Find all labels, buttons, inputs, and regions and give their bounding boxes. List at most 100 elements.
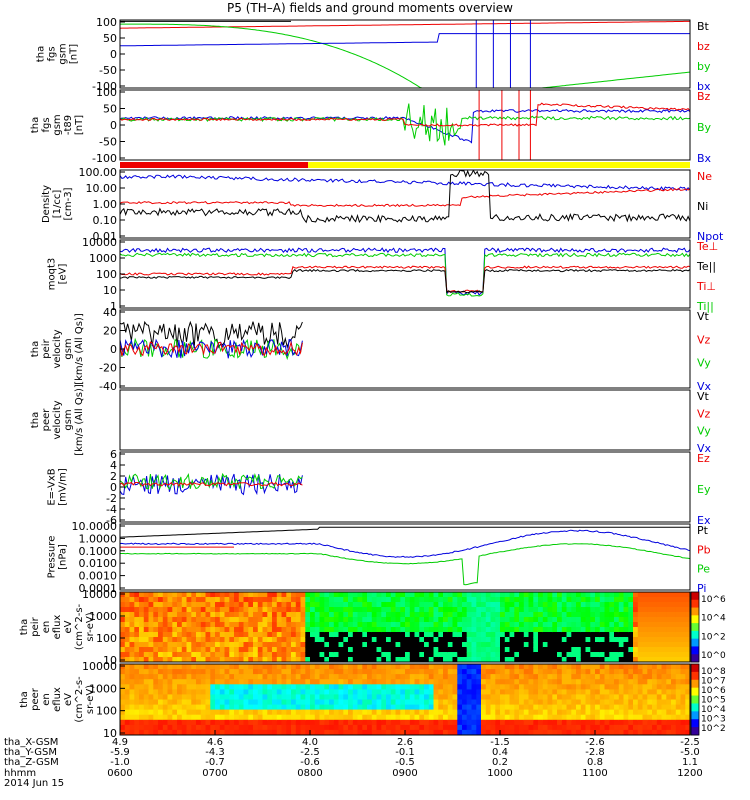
- spectrogram-cell: [666, 724, 672, 731]
- spectrogram-cell: [362, 622, 368, 628]
- spectrogram-cell: [443, 664, 449, 670]
- spectrogram-cell: [500, 607, 506, 613]
- spectrogram-cell: [571, 719, 577, 726]
- spectrogram-cell: [438, 632, 444, 638]
- spectrogram-cell: [519, 612, 525, 618]
- spectrogram-cell: [286, 694, 292, 701]
- spectrogram-cell: [595, 632, 601, 638]
- spectrogram-cell: [481, 612, 487, 618]
- spectrogram-cell: [542, 602, 549, 608]
- spectrogram-cell: [523, 602, 530, 608]
- spectrogram-cell: [500, 724, 506, 731]
- spectrogram-cell: [148, 632, 154, 638]
- spectrogram-cell: [666, 694, 672, 701]
- spectrogram-cell: [390, 597, 397, 603]
- spectrogram-cell: [310, 627, 316, 633]
- spectrogram-cell: [637, 632, 644, 638]
- spectrogram-cell: [647, 729, 653, 735]
- spectrogram-cell: [352, 592, 359, 598]
- spectrogram-cell: [172, 597, 178, 603]
- spectrogram-cell: [557, 664, 563, 670]
- spectrogram-cell: [571, 607, 577, 613]
- spectrogram-cell: [528, 657, 534, 662]
- spectrogram-cell: [514, 622, 520, 628]
- spectrogram-cell: [476, 689, 482, 696]
- spectrogram-cell: [433, 627, 439, 633]
- spectrogram-cell: [120, 642, 126, 648]
- spectrogram-cell: [675, 652, 682, 658]
- spectrogram-cell: [243, 709, 249, 716]
- spectrogram-cell: [276, 632, 283, 638]
- spectrogram-cell: [205, 689, 211, 696]
- spectrogram-cell: [134, 719, 140, 726]
- spectrogram-cell: [409, 729, 416, 735]
- spectrogram-cell: [566, 597, 572, 603]
- spectrogram-cell: [595, 642, 601, 648]
- spectrogram-cell: [253, 684, 259, 690]
- spectrogram-cell: [405, 657, 411, 662]
- spectrogram-cell: [419, 592, 425, 598]
- y-axis-label: tha peir en eflux eV (cm^2-s-sr-eV): [19, 603, 96, 650]
- spectrogram-cell: [438, 642, 444, 648]
- spectrogram-cell: [414, 719, 420, 726]
- spectrogram-cell: [120, 684, 126, 690]
- spectrogram-cell: [205, 627, 211, 633]
- spectrogram-cell: [623, 714, 629, 721]
- spectrogram-cell: [310, 647, 316, 653]
- spectrogram-cell: [443, 714, 449, 721]
- spectrogram-cell: [495, 684, 501, 690]
- spectrogram-cell: [295, 729, 302, 735]
- spectrogram-cell: [623, 627, 629, 633]
- spectrogram-cell: [148, 724, 154, 731]
- spectrogram-cell: [333, 607, 340, 613]
- spectrogram-cell: [357, 657, 363, 662]
- spectrogram-cell: [618, 592, 625, 598]
- spectrogram-cell: [129, 669, 135, 675]
- spectrogram-cell: [609, 602, 615, 608]
- spectrogram-cell: [139, 689, 145, 696]
- spectrogram-cell: [177, 719, 183, 726]
- spectrogram-cell: [419, 674, 425, 680]
- spectrogram-cell: [348, 637, 354, 643]
- spectrogram-cell: [205, 674, 211, 680]
- spectrogram-cell: [205, 669, 211, 675]
- spectrogram-cell: [561, 602, 568, 608]
- spectrogram-cell: [357, 724, 363, 731]
- spectrogram-cell: [428, 637, 435, 643]
- spectrogram-cell: [291, 699, 297, 706]
- spectrogram-cell: [528, 679, 534, 685]
- spectrogram-cell: [395, 684, 401, 690]
- spectrogram-cell: [642, 714, 648, 721]
- spectrogram-cell: [120, 694, 126, 701]
- spectrogram-cell: [158, 699, 164, 706]
- spectrogram-cell: [419, 684, 425, 690]
- spectrogram-cell: [390, 607, 397, 613]
- spectrogram-cell: [167, 657, 173, 662]
- spectrogram-cell: [538, 709, 544, 716]
- spectrogram-cell: [262, 647, 268, 653]
- spectrogram-cell: [428, 664, 435, 670]
- spectrogram-cell: [466, 612, 473, 618]
- spectrogram-cell: [656, 704, 663, 711]
- spectrogram-cell: [205, 679, 211, 685]
- y-tick-label: 10000: [82, 660, 117, 673]
- spectrogram-cell: [538, 657, 544, 662]
- spectrogram-cell: [257, 729, 264, 735]
- spectrogram-cell: [661, 674, 667, 680]
- spectrogram-cell: [186, 627, 192, 633]
- spectrogram-cell: [414, 612, 420, 618]
- spectrogram-cell: [452, 719, 458, 726]
- spectrogram-cell: [566, 592, 572, 598]
- spectrogram-cell: [604, 597, 610, 603]
- spectrogram-cell: [409, 704, 416, 711]
- spectrogram-cell: [390, 719, 397, 726]
- spectrogram-cell: [433, 607, 439, 613]
- spectrogram-cell: [438, 724, 444, 731]
- y-label-line: peer: [41, 408, 52, 432]
- spectrogram-cell: [234, 597, 240, 603]
- spectrogram-cell: [134, 602, 140, 608]
- spectrogram-cell: [514, 632, 520, 638]
- spectrogram-cell: [205, 709, 211, 716]
- spectrogram-cell: [618, 647, 625, 653]
- spectrogram-cell: [357, 622, 363, 628]
